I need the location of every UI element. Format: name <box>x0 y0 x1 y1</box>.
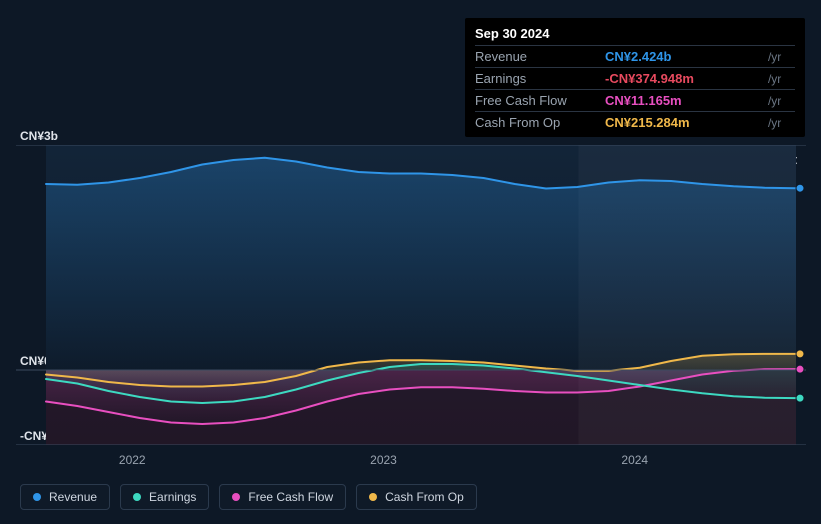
legend-item-label: Earnings <box>149 490 196 504</box>
legend-dot-icon <box>232 493 240 501</box>
tooltip-row: Cash From OpCN¥215.284m/yr <box>475 112 795 134</box>
hover-tooltip: Sep 30 2024 RevenueCN¥2.424b/yrEarnings-… <box>465 18 805 137</box>
tooltip-row-suffix: /yr <box>764 90 795 112</box>
x-axis-label: 2022 <box>119 453 146 467</box>
tooltip-row-label: Cash From Op <box>475 112 605 134</box>
legend-dot-icon <box>369 493 377 501</box>
tooltip-table: RevenueCN¥2.424b/yrEarnings-CN¥374.948m/… <box>475 45 795 133</box>
tooltip-row-value: CN¥2.424b <box>605 46 764 68</box>
tooltip-row-value: CN¥215.284m <box>605 112 764 134</box>
legend-item[interactable]: Cash From Op <box>356 484 477 510</box>
tooltip-row-suffix: /yr <box>764 46 795 68</box>
chart-container: Sep 30 2024 RevenueCN¥2.424b/yrEarnings-… <box>0 0 821 524</box>
tooltip-row-suffix: /yr <box>764 68 795 90</box>
tooltip-row-value: CN¥11.165m <box>605 90 764 112</box>
tooltip-date: Sep 30 2024 <box>475 24 795 45</box>
tooltip-row: RevenueCN¥2.424b/yr <box>475 46 795 68</box>
tooltip-row: Free Cash FlowCN¥11.165m/yr <box>475 90 795 112</box>
legend-item-label: Cash From Op <box>385 490 464 504</box>
legend-item-label: Free Cash Flow <box>248 490 333 504</box>
x-axis-label: 2023 <box>370 453 397 467</box>
y-axis-label: CN¥3b <box>20 129 58 143</box>
tooltip-row-value: -CN¥374.948m <box>605 68 764 90</box>
legend-item[interactable]: Earnings <box>120 484 209 510</box>
legend-item-label: Revenue <box>49 490 97 504</box>
tooltip-row-suffix: /yr <box>764 112 795 134</box>
x-axis-label: 2024 <box>621 453 648 467</box>
tooltip-row-label: Earnings <box>475 68 605 90</box>
legend-item[interactable]: Free Cash Flow <box>219 484 346 510</box>
legend-dot-icon <box>33 493 41 501</box>
legend: Revenue Earnings Free Cash Flow Cash From O… <box>20 484 477 510</box>
tooltip-row-label: Revenue <box>475 46 605 68</box>
chart-plot[interactable] <box>16 145 806 445</box>
legend-dot-icon <box>133 493 141 501</box>
tooltip-row-label: Free Cash Flow <box>475 90 605 112</box>
legend-item[interactable]: Revenue <box>20 484 110 510</box>
tooltip-row: Earnings-CN¥374.948m/yr <box>475 68 795 90</box>
